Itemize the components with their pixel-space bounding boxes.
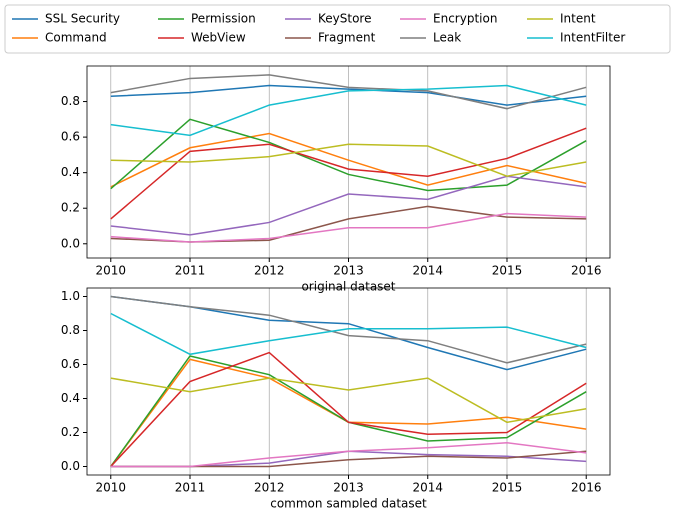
y-tick-label: 0.6 [61,130,80,144]
legend-label: WebView [191,31,246,45]
series-line [110,351,587,468]
x-axis-label: original dataset [301,280,395,294]
legend-label: Command [45,31,107,45]
x-tick-label: 2012 [254,264,285,278]
x-tick-label: 2012 [254,481,285,495]
plot-frame [86,287,611,476]
y-tick-label: 1.0 [61,289,80,303]
x-tick-label: 2011 [175,481,206,495]
series-line [110,441,587,468]
x-tick-label: 2016 [571,481,602,495]
series-line [110,74,587,110]
series-line [110,84,587,137]
series-line [110,312,587,356]
y-tick-label: 0.8 [61,94,80,108]
x-tick-label: 2013 [333,481,364,495]
legend-label: Intent [560,12,596,26]
y-tick-label: 0.4 [61,165,80,179]
x-tick-label: 2010 [95,264,126,278]
x-tick-label: 2015 [492,481,523,495]
series-line [110,84,587,106]
x-tick-label: 2010 [95,481,126,495]
y-tick-label: 0.0 [61,236,80,250]
legend-label: Permission [191,12,256,26]
y-tick-label: 0.2 [61,201,80,215]
series-line [110,132,587,188]
y-tick-label: 0.4 [61,391,80,405]
series-line [110,127,587,220]
x-axis-label: common sampled dataset [270,497,427,508]
series-line [110,212,587,243]
x-tick-label: 2013 [333,264,364,278]
series-line [110,377,587,424]
y-tick-label: 0.6 [61,357,80,371]
series-line [110,118,587,192]
x-tick-label: 2011 [175,264,206,278]
y-tick-label: 0.8 [61,323,80,337]
series-line [110,143,587,177]
legend-label: SSL Security [45,12,120,26]
x-tick-label: 2014 [412,264,443,278]
legend-box [4,4,671,54]
x-tick-label: 2015 [492,264,523,278]
x-tick-label: 2014 [412,481,443,495]
legend-label: KeyStore [318,12,371,26]
legend-label: Fragment [318,31,376,45]
series-line [110,295,587,364]
legend-label: IntentFilter [560,31,625,45]
x-tick-label: 2016 [571,264,602,278]
legend-label: Leak [433,31,461,45]
plot-frame [86,65,611,259]
y-tick-label: 0.2 [61,425,80,439]
y-tick-label: 0.0 [61,459,80,473]
legend-label: Encryption [433,12,497,26]
